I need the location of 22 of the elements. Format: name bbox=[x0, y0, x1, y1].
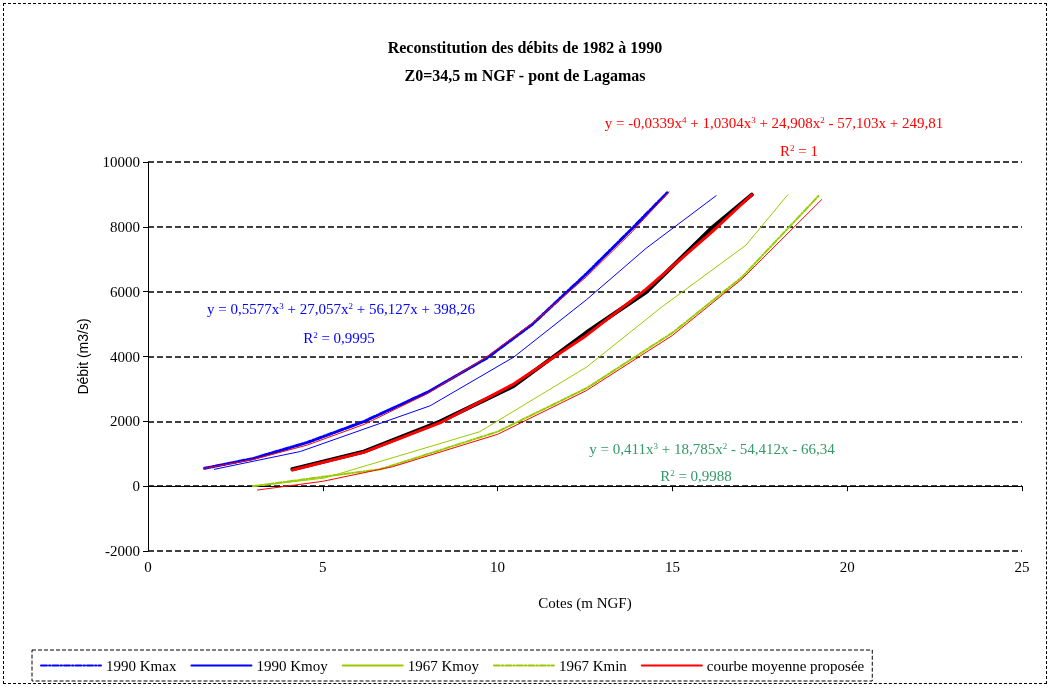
chart-subtitle: Z0=34,5 m NGF - pont de Lagamas bbox=[404, 66, 646, 85]
y-tick-label: 6000 bbox=[110, 283, 140, 300]
y-tick-label: 0 bbox=[132, 478, 140, 495]
x-axis-title: Cotes (m NGF) bbox=[538, 594, 632, 612]
y-tick-label: 4000 bbox=[110, 348, 140, 365]
legend-label: 1990 Kmoy bbox=[256, 657, 329, 674]
y-axis-title: Débit (m3/s) bbox=[75, 318, 91, 395]
chart-title: Reconstitution des débits de 1982 à 1990 bbox=[387, 38, 663, 56]
legend-label: 1990 Kmax bbox=[106, 657, 177, 674]
legend-label: 1967 Kmoy bbox=[407, 657, 480, 674]
x-tick-label: 20 bbox=[839, 558, 855, 575]
y-tick-label: 8000 bbox=[110, 218, 140, 235]
y-tick-label: 2000 bbox=[110, 413, 140, 430]
x-tick-label: 0 bbox=[144, 558, 152, 575]
x-tick-label: 25 bbox=[1014, 558, 1030, 575]
legend-label: courbe moyenne proposée bbox=[706, 657, 865, 674]
legend-label: 1967 Kmin bbox=[558, 657, 628, 674]
x-tick-label: 15 bbox=[664, 558, 680, 575]
y-tick-label: 10000 bbox=[102, 154, 140, 170]
x-tick-label: 10 bbox=[490, 558, 506, 575]
y-tick-label: -2000 bbox=[105, 543, 140, 559]
x-tick-label: 5 bbox=[319, 558, 327, 575]
